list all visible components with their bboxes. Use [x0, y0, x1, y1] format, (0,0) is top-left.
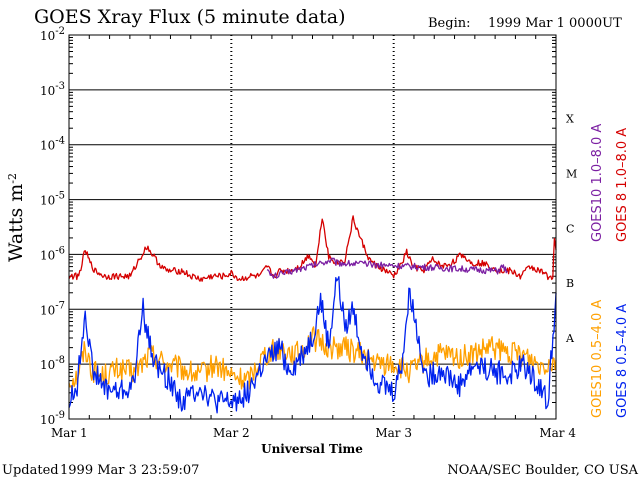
y-tick-label: 10-3	[40, 81, 65, 98]
y-tick-label: 10-9	[40, 410, 65, 427]
y-tick-labels: 10-9 10-8 10-7 10-6 10-5 10-4 10-3 10-2	[40, 26, 65, 427]
legend-goes10-long: GOES10 1.0–8.0 A	[590, 124, 605, 242]
y-tick-label: 10-8	[40, 355, 65, 372]
flare-class-c: C	[566, 222, 574, 235]
flare-class-labels: A B C M X	[565, 113, 577, 345]
y-tick-label: 10-5	[40, 191, 65, 208]
series-line-goes8-short	[68, 276, 557, 414]
updated-label: Updated	[2, 463, 59, 478]
x-axis-label: Universal Time	[261, 442, 363, 456]
x-tick-label: Mar 1	[51, 426, 88, 440]
series-line-goes10-short	[68, 326, 557, 390]
flare-class-a: A	[565, 332, 575, 345]
legend-goes10-short: GOES10 0.5–4.0 A	[590, 300, 605, 418]
flare-class-m: M	[566, 167, 577, 180]
y-tick-label: 10-6	[40, 245, 65, 262]
series-lines	[68, 215, 557, 414]
series-line-goes10-long	[266, 257, 508, 279]
credit-label: NOAA/SEC Boulder, CO USA	[447, 463, 638, 478]
y-tick-label: 10-4	[40, 136, 65, 153]
legend-goes8-short: GOES 8 0.5–4.0 A	[615, 304, 630, 418]
grid	[69, 34, 556, 420]
y-tick-label: 10-2	[40, 26, 65, 43]
flare-class-b: B	[566, 277, 574, 290]
chart-title: GOES Xray Flux (5 minute data)	[34, 6, 346, 28]
updated-value: 1999 Mar 3 23:59:07	[60, 463, 199, 478]
x-tick-label: Mar 4	[539, 426, 576, 440]
plot-frame	[68, 34, 557, 420]
begin-label: Begin:	[428, 16, 470, 31]
y-axis-label: Watts m-2	[5, 173, 27, 262]
begin-value: 1999 Mar 1 0000UT	[488, 16, 622, 31]
legend-goes8-long: GOES 8 1.0–8.0 A	[615, 128, 630, 242]
y-tick-label: 10-7	[40, 300, 65, 317]
x-tick-labels: Mar 1 Mar 2 Mar 3 Mar 4	[51, 426, 576, 440]
x-tick-label: Mar 2	[213, 426, 250, 440]
x-tick-label: Mar 3	[375, 426, 412, 440]
flare-class-x: X	[566, 113, 574, 126]
